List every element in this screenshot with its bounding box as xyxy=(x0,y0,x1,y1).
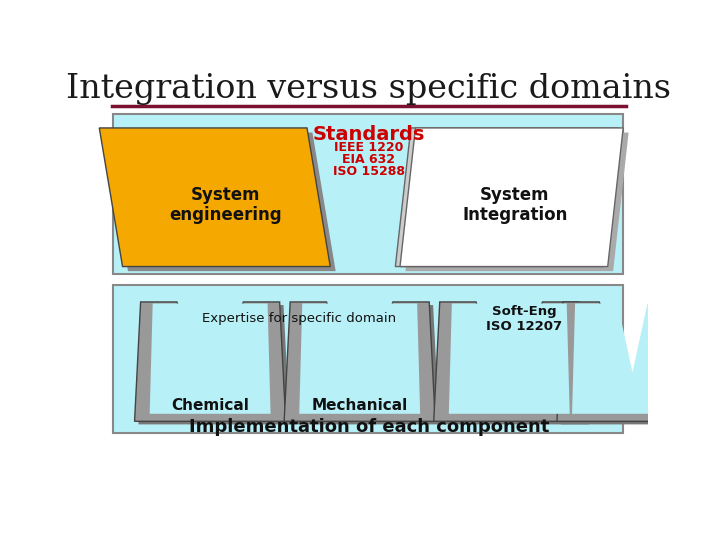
Text: Integration versus specific domains: Integration versus specific domains xyxy=(66,73,672,105)
Polygon shape xyxy=(561,305,712,424)
Text: Standards: Standards xyxy=(312,125,426,144)
Polygon shape xyxy=(395,128,618,267)
Text: System
Integration: System Integration xyxy=(462,186,567,224)
Polygon shape xyxy=(284,302,436,421)
Polygon shape xyxy=(138,305,289,424)
Polygon shape xyxy=(438,305,589,424)
Text: Implementation of each component: Implementation of each component xyxy=(189,418,549,436)
Polygon shape xyxy=(400,128,624,267)
Polygon shape xyxy=(288,305,439,424)
Text: EIA 632: EIA 632 xyxy=(343,153,395,166)
Polygon shape xyxy=(150,303,271,414)
Polygon shape xyxy=(405,132,629,271)
Polygon shape xyxy=(135,302,286,421)
Text: IEEE 1220: IEEE 1220 xyxy=(334,141,404,154)
Polygon shape xyxy=(449,303,570,414)
Text: Expertise for specific domain: Expertise for specific domain xyxy=(202,313,396,326)
Text: Chemical: Chemical xyxy=(171,399,249,414)
FancyBboxPatch shape xyxy=(113,285,624,433)
Text: System
engineering: System engineering xyxy=(169,186,282,224)
Text: Soft-Eng
ISO 12207: Soft-Eng ISO 12207 xyxy=(486,305,562,333)
Polygon shape xyxy=(557,302,708,421)
Polygon shape xyxy=(104,132,336,271)
Text: Mechanical: Mechanical xyxy=(312,399,408,414)
Polygon shape xyxy=(300,303,420,414)
Text: ISO 15288: ISO 15288 xyxy=(333,165,405,178)
FancyBboxPatch shape xyxy=(113,114,624,274)
Polygon shape xyxy=(433,302,585,421)
Polygon shape xyxy=(572,303,693,414)
Polygon shape xyxy=(99,128,330,267)
